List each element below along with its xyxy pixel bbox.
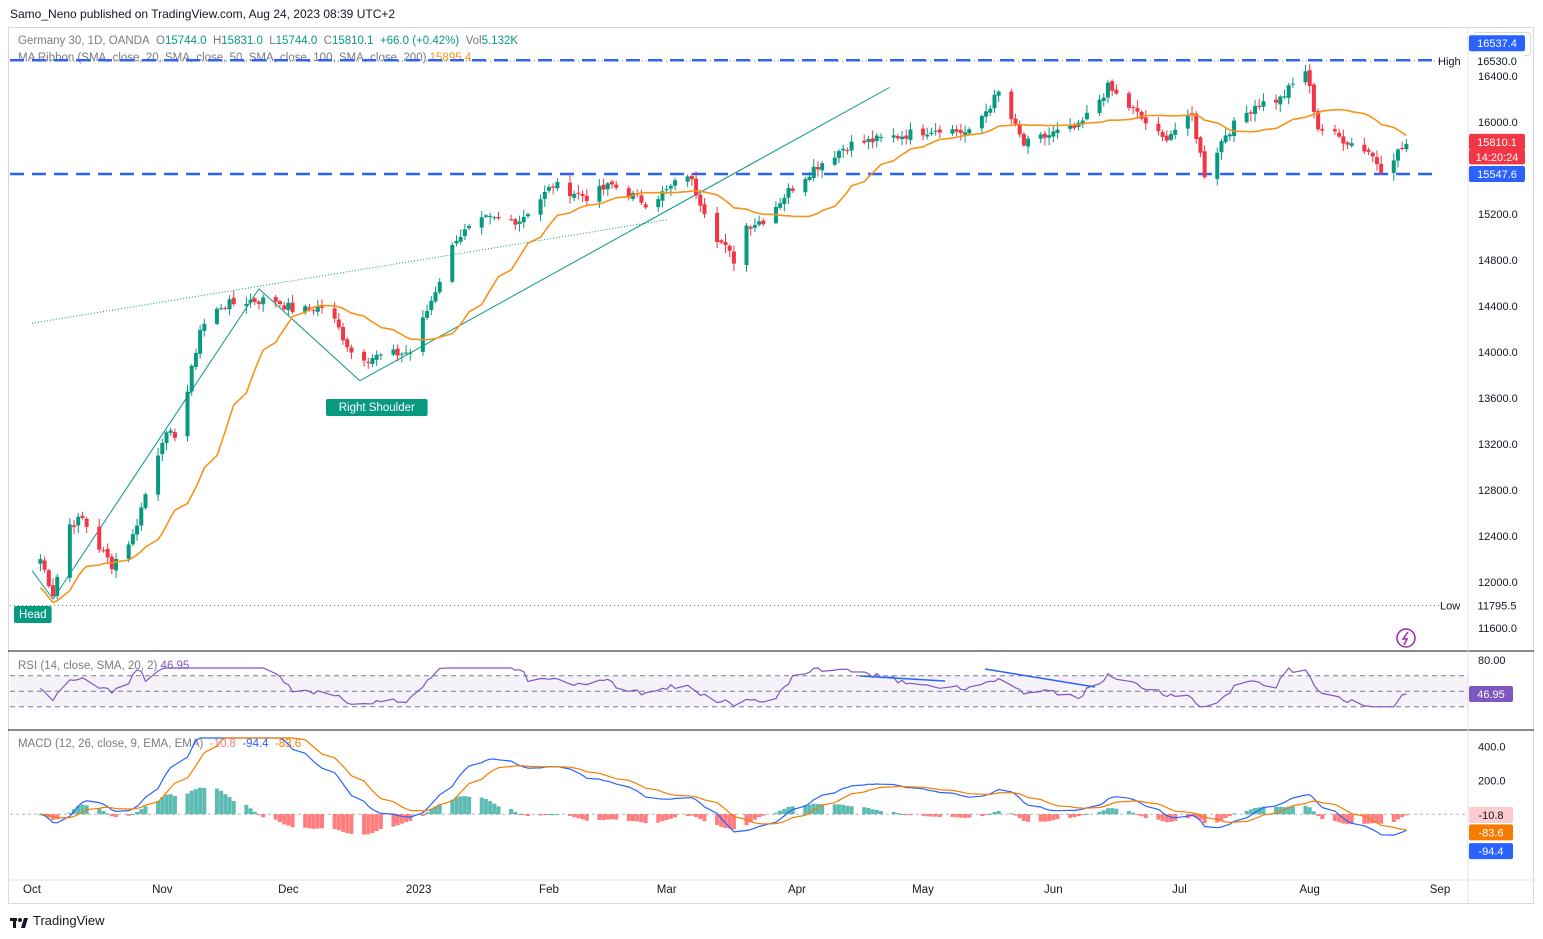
publisher-line: Samo_Neno published on TradingView.com, … xyxy=(10,7,396,21)
macd-legend: MACD (12, 26, close, 9, EMA, EMA) -10.8 … xyxy=(18,738,302,750)
footer-brand: TradingView xyxy=(10,913,105,928)
tradingview-logo-icon xyxy=(10,916,28,928)
rsi-legend: RSI (14, close, SMA, 20, 2) 46.95 xyxy=(18,660,190,672)
ma-legend: MA Ribbon (SMA, close, 20, SMA, close, 5… xyxy=(18,52,472,64)
chart-frame xyxy=(8,27,1534,904)
price-legend: Germany 30, 1D, OANDA O15744.0 H15831.0 … xyxy=(18,35,519,47)
currency-button[interactable]: EUR xyxy=(1473,32,1531,56)
